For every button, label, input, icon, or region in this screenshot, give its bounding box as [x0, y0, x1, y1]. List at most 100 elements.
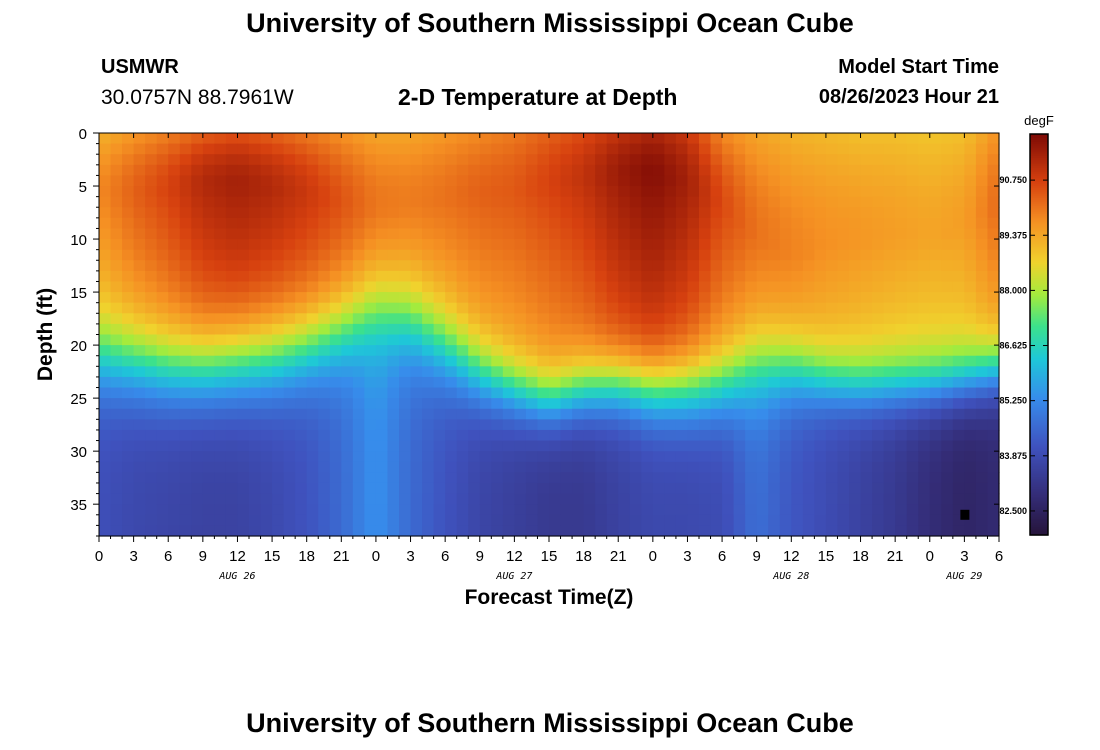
heatmap-cell: [906, 164, 919, 177]
colorbar-segment: [1030, 320, 1048, 324]
heatmap-cell: [964, 429, 977, 442]
colorbar-segment: [1030, 434, 1048, 438]
heatmap-cell: [456, 376, 469, 389]
heatmap-cell: [399, 387, 412, 399]
colorbar-segment: [1030, 182, 1048, 185]
heatmap-cell: [375, 302, 389, 314]
heatmap-cell: [860, 429, 873, 442]
heatmap-cell: [191, 228, 204, 240]
heatmap-cell: [514, 334, 527, 346]
heatmap-cell: [329, 239, 342, 251]
heatmap-cell: [352, 260, 365, 272]
heatmap-cell: [779, 355, 792, 367]
heatmap-cell: [687, 217, 700, 230]
heatmap-cell: [537, 228, 550, 240]
heatmap-cell: [445, 525, 458, 537]
heatmap-cell: [560, 376, 573, 389]
heatmap-cell: [595, 313, 608, 325]
heatmap-cell: [352, 323, 365, 336]
heatmap-cell: [629, 398, 642, 410]
heatmap-cell: [733, 376, 746, 389]
heatmap-cell: [629, 313, 642, 325]
heatmap-cell: [341, 525, 354, 537]
heatmap-cell: [272, 143, 285, 155]
heatmap-cell: [214, 472, 227, 484]
heatmap-cell: [641, 355, 654, 367]
heatmap-cell: [929, 366, 942, 378]
heatmap-cell: [433, 334, 446, 346]
heatmap-cell: [145, 472, 158, 484]
heatmap-cell: [664, 355, 677, 367]
colorbar-segment: [1030, 152, 1048, 155]
heatmap-cell: [687, 376, 700, 389]
heatmap-cell: [572, 514, 585, 526]
heatmap-cell: [825, 440, 839, 452]
heatmap-cell: [837, 281, 850, 293]
heatmap-cell: [606, 461, 619, 473]
heatmap-cell: [895, 461, 908, 473]
heatmap-cell: [872, 133, 885, 145]
heatmap-cell: [722, 196, 735, 208]
heatmap-cell: [860, 387, 873, 399]
heatmap-cell: [122, 366, 135, 378]
heatmap-cell: [133, 260, 146, 272]
colorbar-segment: [1030, 420, 1048, 424]
date-label: AUG 26: [218, 571, 255, 582]
heatmap-cell: [329, 355, 342, 367]
heatmap-cell: [641, 345, 654, 357]
heatmap-cell: [560, 334, 573, 346]
heatmap-cell: [895, 323, 908, 336]
heatmap-cell: [329, 281, 342, 293]
heatmap-cell: [837, 207, 850, 219]
heatmap-cell: [237, 164, 250, 177]
heatmap-cell: [849, 302, 862, 314]
x-tick-label: 0: [372, 548, 380, 565]
heatmap-cell: [987, 493, 1000, 505]
heatmap-cell: [549, 143, 562, 155]
heatmap-cell: [237, 366, 250, 378]
heatmap-cell: [410, 323, 423, 336]
heatmap-cell: [675, 196, 689, 208]
heatmap-cell: [260, 387, 273, 399]
heatmap-cell: [860, 281, 873, 293]
heatmap-cell: [525, 186, 539, 198]
heatmap-cell: [964, 292, 977, 304]
heatmap-cell: [918, 143, 931, 155]
heatmap-cell: [895, 472, 908, 484]
heatmap-cell: [479, 228, 492, 240]
heatmap-cell: [99, 302, 112, 314]
heatmap-cell: [560, 175, 573, 187]
heatmap-cell: [237, 323, 250, 336]
heatmap-cell: [514, 154, 527, 166]
heatmap-cell: [745, 133, 758, 145]
heatmap-cell: [883, 302, 896, 314]
heatmap-cell: [779, 154, 792, 166]
heatmap-cell: [399, 228, 412, 240]
heatmap-cell: [975, 249, 989, 261]
heatmap-cell: [387, 398, 400, 410]
heatmap-cell: [283, 429, 296, 442]
heatmap-cell: [687, 461, 700, 473]
heatmap-cell: [595, 504, 608, 516]
heatmap-cell: [791, 398, 804, 410]
heatmap-cell: [479, 270, 492, 283]
colorbar-segment: [1030, 298, 1048, 302]
heatmap-cell: [849, 270, 862, 283]
heatmap-cell: [906, 451, 919, 463]
heatmap-cell: [791, 164, 804, 177]
heatmap-cell: [318, 302, 331, 314]
heatmap-cell: [872, 207, 885, 219]
heatmap-cell: [99, 154, 112, 166]
heatmap-cell: [699, 366, 712, 378]
heatmap-cell: [675, 313, 689, 325]
x-tick-label: 9: [753, 548, 761, 565]
heatmap-cell: [525, 472, 539, 484]
heatmap-cell: [872, 345, 885, 357]
heatmap-cell: [675, 440, 689, 452]
heatmap-cell: [110, 133, 123, 145]
heatmap-cell: [687, 292, 700, 304]
heatmap-cell: [860, 323, 873, 336]
heatmap-cell: [179, 217, 192, 230]
heatmap-cell: [514, 143, 527, 155]
heatmap-cell: [329, 461, 342, 473]
